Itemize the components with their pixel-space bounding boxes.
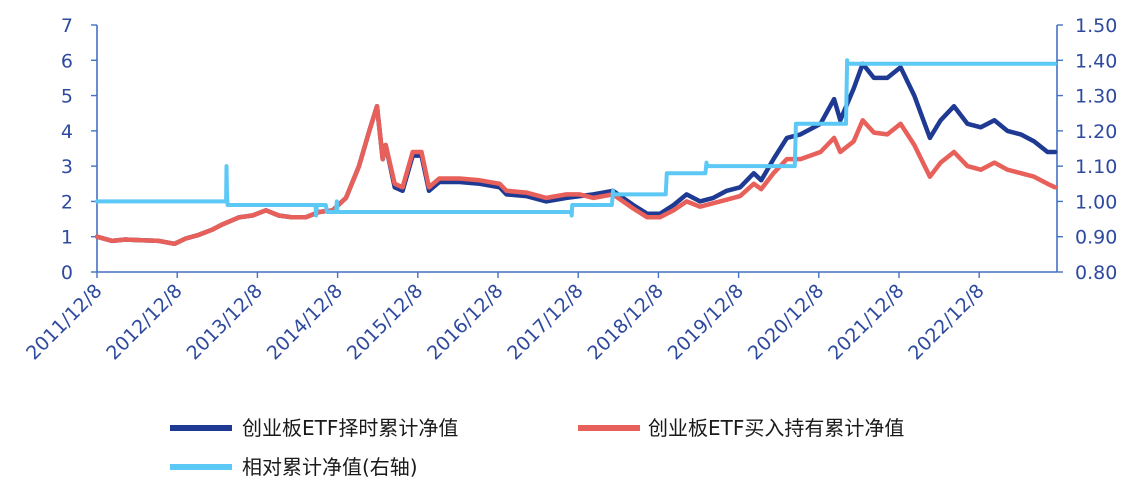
y-left-tick-label: 2 — [61, 191, 73, 213]
y-right-tick-label: 1.30 — [1075, 86, 1117, 108]
x-tick-label: 2019/12/8 — [664, 280, 748, 364]
y-left-tick-label: 5 — [61, 86, 73, 108]
ticks-group: 0 1 2 3 4 5 6 7 0.80 0.90 1.00 1.10 1.20 1.30 1.40 1.50… — [22, 15, 1117, 364]
y-left-tick-label: 1 — [61, 227, 73, 249]
x-tick-label: 2018/12/8 — [583, 280, 667, 364]
x-tick-label: 2016/12/8 — [423, 280, 507, 364]
y-left-tick-label: 3 — [61, 156, 73, 178]
y-left-tick-label: 0 — [61, 262, 73, 284]
series-line-2 — [94, 103, 1058, 247]
x-tick-label: 2011/12/8 — [22, 280, 106, 364]
x-tick-label: 2015/12/8 — [343, 280, 427, 364]
y-left-tick-label: 4 — [61, 121, 73, 143]
y-right-tick-label: 0.90 — [1075, 227, 1117, 249]
y-left-tick-label: 7 — [61, 15, 73, 37]
y-right-tick-label: 1.00 — [1075, 191, 1117, 213]
y-right-tick-label: 1.50 — [1075, 15, 1117, 37]
x-tick-label: 2022/12/8 — [904, 280, 988, 364]
y-right-tick-label: 1.40 — [1075, 50, 1117, 72]
x-tick-label: 2013/12/8 — [182, 280, 266, 364]
legend-item-3: 相对累计净值(右轴) — [170, 455, 418, 479]
axes-group — [91, 24, 1063, 278]
y-left-tick-label: 6 — [61, 50, 73, 72]
legend-label: 创业板ETF买入持有累计净值 — [648, 416, 904, 440]
y-right-tick-label: 0.80 — [1075, 262, 1117, 284]
y-right-tick-label: 1.20 — [1075, 121, 1117, 143]
x-tick-label: 2017/12/8 — [503, 280, 587, 364]
x-tick-label: 2012/12/8 — [102, 280, 186, 364]
legend-item-1: 创业板ETF择时累计净值 — [170, 416, 458, 440]
x-tick-label: 2020/12/8 — [744, 280, 828, 364]
y-right-tick-label: 1.10 — [1075, 156, 1117, 178]
series-line-3 — [95, 58, 1057, 218]
legend-item-2: 创业板ETF买入持有累计净值 — [578, 416, 904, 440]
x-tick-label: 2014/12/8 — [263, 280, 347, 364]
x-tick-label: 2021/12/8 — [824, 280, 908, 364]
legend-label: 创业板ETF择时累计净值 — [242, 416, 458, 440]
series-group — [94, 58, 1058, 247]
legend-label: 相对累计净值(右轴) — [242, 455, 418, 479]
